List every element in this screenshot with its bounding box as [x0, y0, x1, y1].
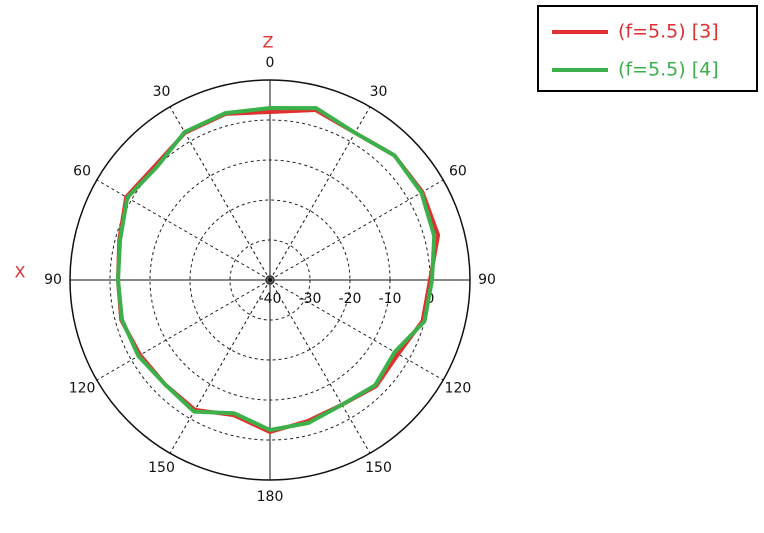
- angle-tick-label: 180: [257, 489, 284, 505]
- series-line: [116, 106, 437, 432]
- r-tick-label: -10: [379, 291, 402, 307]
- legend-text: (f=5.5) [3]: [618, 21, 719, 43]
- grid-spoke: [96, 279, 271, 381]
- angle-tick-label: 0: [266, 55, 275, 71]
- angle-tick-label: 30: [153, 84, 171, 100]
- angle-tick-label: 90: [44, 272, 62, 288]
- angle-tick-label: 30: [370, 84, 388, 100]
- grid-spoke: [269, 179, 444, 281]
- axis-label: X: [15, 263, 26, 282]
- axis-label: Z: [263, 33, 274, 52]
- center-marker: [265, 275, 275, 285]
- r-tick-label: -30: [299, 291, 322, 307]
- angle-tick-label: 150: [148, 460, 175, 476]
- legend-text: (f=5.5) [4]: [618, 59, 719, 81]
- angle-tick-label: 60: [73, 164, 91, 180]
- legend-box: [537, 5, 758, 92]
- angle-tick-label: 120: [445, 381, 472, 397]
- angle-tick-label: 90: [478, 272, 496, 288]
- angle-tick-label: 150: [365, 460, 392, 476]
- angle-tick-label: 60: [449, 164, 467, 180]
- angle-tick-label: 120: [69, 381, 96, 397]
- r-tick-label: -20: [339, 291, 362, 307]
